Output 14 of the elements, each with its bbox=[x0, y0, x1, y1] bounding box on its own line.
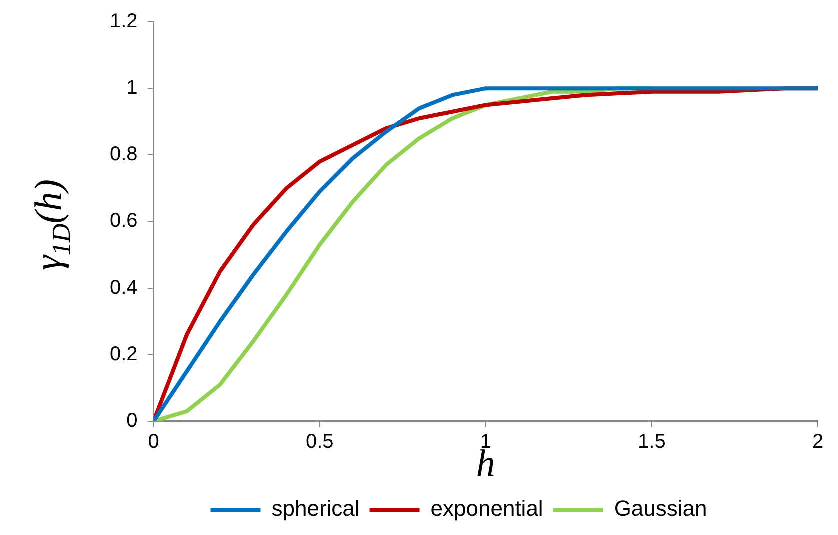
x-tick-label: 0.5 bbox=[306, 430, 334, 453]
y-tick-label: 0.6 bbox=[110, 210, 138, 232]
y-tick-label: 1 bbox=[126, 77, 138, 100]
y-tick-label: 0.4 bbox=[110, 276, 138, 299]
legend-label: exponential bbox=[430, 496, 544, 522]
legend-label: Gaussian bbox=[614, 496, 708, 522]
x-tick-label: 1.5 bbox=[638, 430, 666, 453]
x-tick-label: 2 bbox=[812, 430, 824, 453]
x-tick-label: 0 bbox=[148, 430, 160, 453]
legend-label: spherical bbox=[272, 496, 360, 522]
y-tick-label: 1.2 bbox=[110, 10, 138, 33]
y-tick-label: 0 bbox=[126, 410, 138, 432]
y-tick-label: 0.2 bbox=[110, 343, 138, 366]
y-tick-label: 0.8 bbox=[110, 144, 138, 166]
